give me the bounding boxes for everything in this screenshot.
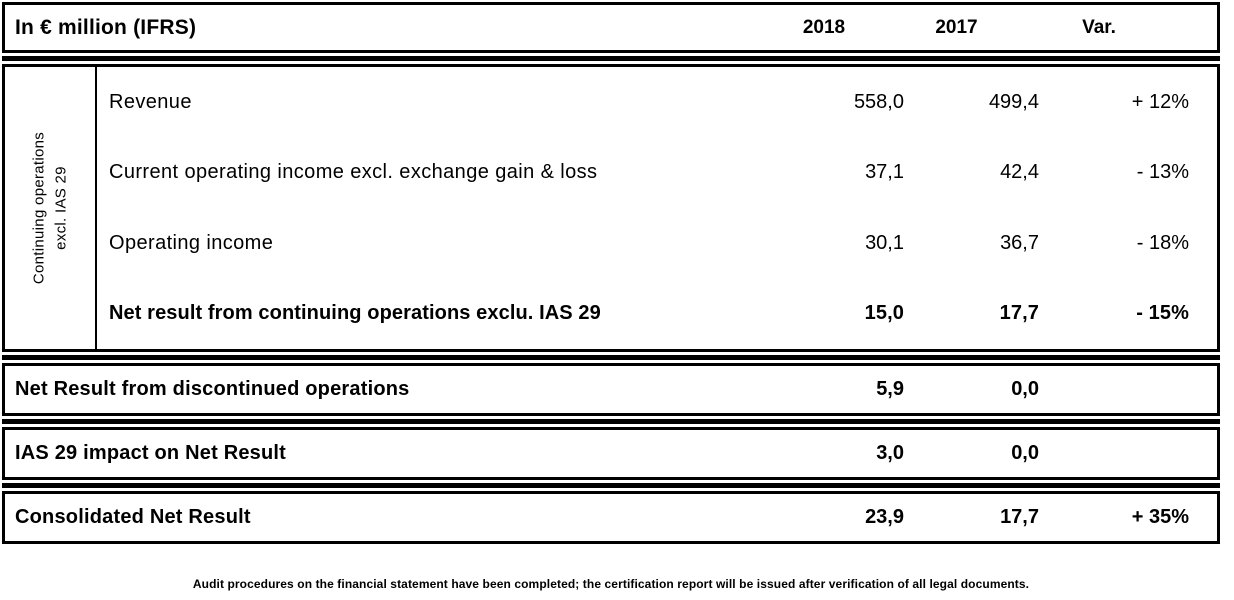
value-2017: 42,4 bbox=[1000, 161, 1039, 184]
value-variation: + 35% bbox=[1131, 506, 1189, 528]
header-row: In € million (IFRS) 2018 2017 Var. bbox=[5, 5, 1217, 50]
value-2018: 23,9 bbox=[865, 506, 904, 528]
value-variation: - 13% bbox=[1136, 161, 1189, 184]
value-2017: 0,0 bbox=[1011, 442, 1039, 464]
row-label: IAS 29 impact on Net Result bbox=[15, 442, 287, 464]
value-variation: - 15% bbox=[1136, 302, 1189, 325]
column-header-2017: 2017 bbox=[935, 16, 978, 38]
table-row-current-operating-income: Current operating income excl. exchange … bbox=[97, 138, 1217, 209]
thick-divider bbox=[2, 355, 1220, 360]
group-label-line2: excl. IAS 29 bbox=[52, 166, 69, 250]
value-2018: 5,9 bbox=[876, 378, 904, 400]
value-2017: 0,0 bbox=[1011, 378, 1039, 400]
value-2017: 499,4 bbox=[988, 90, 1039, 113]
column-header-var: Var. bbox=[1082, 16, 1116, 38]
row-label: Net result from continuing operations ex… bbox=[109, 302, 601, 325]
table-header: In € million (IFRS) 2018 2017 Var. bbox=[2, 2, 1220, 53]
consolidated-net-result-section: Consolidated Net Result 23,9 17,7 + 35% bbox=[2, 491, 1220, 544]
value-2018: 558,0 bbox=[853, 90, 904, 113]
thick-divider bbox=[2, 483, 1220, 488]
continuing-operations-section: Continuing operations excl. IAS 29 Reven… bbox=[2, 64, 1220, 352]
group-label-cell: Continuing operations excl. IAS 29 bbox=[5, 67, 97, 349]
value-2018: 15,0 bbox=[864, 302, 904, 325]
discontinued-operations-section: Net Result from discontinued operations … bbox=[2, 363, 1220, 416]
thick-divider bbox=[2, 56, 1220, 61]
value-2018: 37,1 bbox=[865, 161, 904, 184]
audit-footnote: Audit procedures on the financial statem… bbox=[192, 577, 1030, 591]
table-row-operating-income: Operating income 30,1 36,7 - 18% bbox=[97, 208, 1217, 279]
column-header-2018: 2018 bbox=[802, 16, 846, 38]
group-label-line1: Continuing operations bbox=[30, 131, 48, 285]
group-label-vertical: Continuing operations excl. IAS 29 bbox=[28, 132, 72, 284]
value-variation: + 12% bbox=[1131, 90, 1189, 113]
table-row-revenue: Revenue 558,0 499,4 + 12% bbox=[97, 67, 1217, 138]
value-2018: 3,0 bbox=[876, 442, 904, 464]
value-2017: 17,7 bbox=[999, 302, 1039, 325]
table-title: In € million (IFRS) bbox=[15, 15, 197, 39]
row-label: Revenue bbox=[109, 90, 192, 113]
value-2018: 30,1 bbox=[865, 231, 904, 254]
value-variation: - 18% bbox=[1136, 231, 1189, 254]
row-label: Operating income bbox=[109, 231, 274, 254]
row-label: Current operating income excl. exchange … bbox=[109, 161, 598, 184]
row-label: Consolidated Net Result bbox=[15, 506, 251, 528]
table-row-discontinued: Net Result from discontinued operations … bbox=[5, 366, 1217, 413]
table-wrapper: In € million (IFRS) 2018 2017 Var. Conti… bbox=[2, 2, 1220, 591]
value-2017: 17,7 bbox=[1000, 506, 1039, 528]
value-2017: 36,7 bbox=[1000, 231, 1039, 254]
continuing-operations-rows: Revenue 558,0 499,4 + 12% Current operat… bbox=[97, 67, 1217, 349]
thick-divider bbox=[2, 419, 1220, 424]
ias29-impact-section: IAS 29 impact on Net Result 3,0 0,0 bbox=[2, 427, 1220, 480]
row-label: Net Result from discontinued operations bbox=[15, 378, 410, 400]
table-row-net-result-continuing: Net result from continuing operations ex… bbox=[97, 279, 1217, 350]
table-row-consolidated: Consolidated Net Result 23,9 17,7 + 35% bbox=[5, 494, 1217, 541]
table-row-ias29-impact: IAS 29 impact on Net Result 3,0 0,0 bbox=[5, 430, 1217, 477]
